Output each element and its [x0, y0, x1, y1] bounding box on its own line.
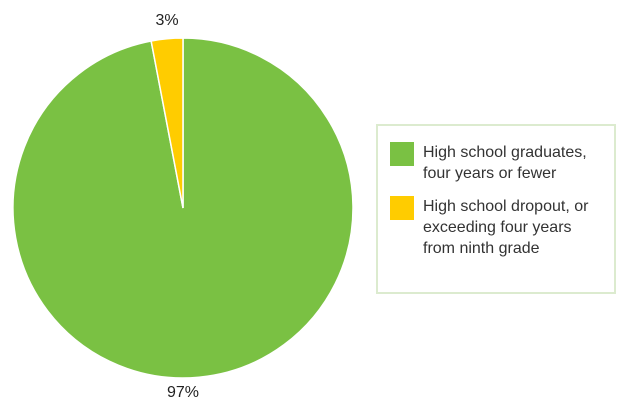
legend-item-graduates: High school graduates, four years or few…: [390, 142, 604, 184]
legend-item-dropout: High school dropout, or exceeding four y…: [390, 196, 604, 259]
chart-legend: High school graduates, four years or few…: [376, 124, 616, 294]
legend-label-graduates: High school graduates, four years or few…: [423, 144, 587, 182]
slice-label-dropout: 3%: [155, 12, 178, 29]
legend-swatch-dropout: [390, 196, 414, 220]
pie-slices: [12, 37, 354, 379]
slice-label-graduates: 97%: [167, 384, 199, 401]
legend-swatch-graduates: [390, 142, 414, 166]
pie-slice-graduates: [12, 37, 354, 379]
legend-label-dropout: High school dropout, or exceeding four y…: [423, 198, 589, 257]
pie-slice-dropout: [150, 37, 184, 209]
